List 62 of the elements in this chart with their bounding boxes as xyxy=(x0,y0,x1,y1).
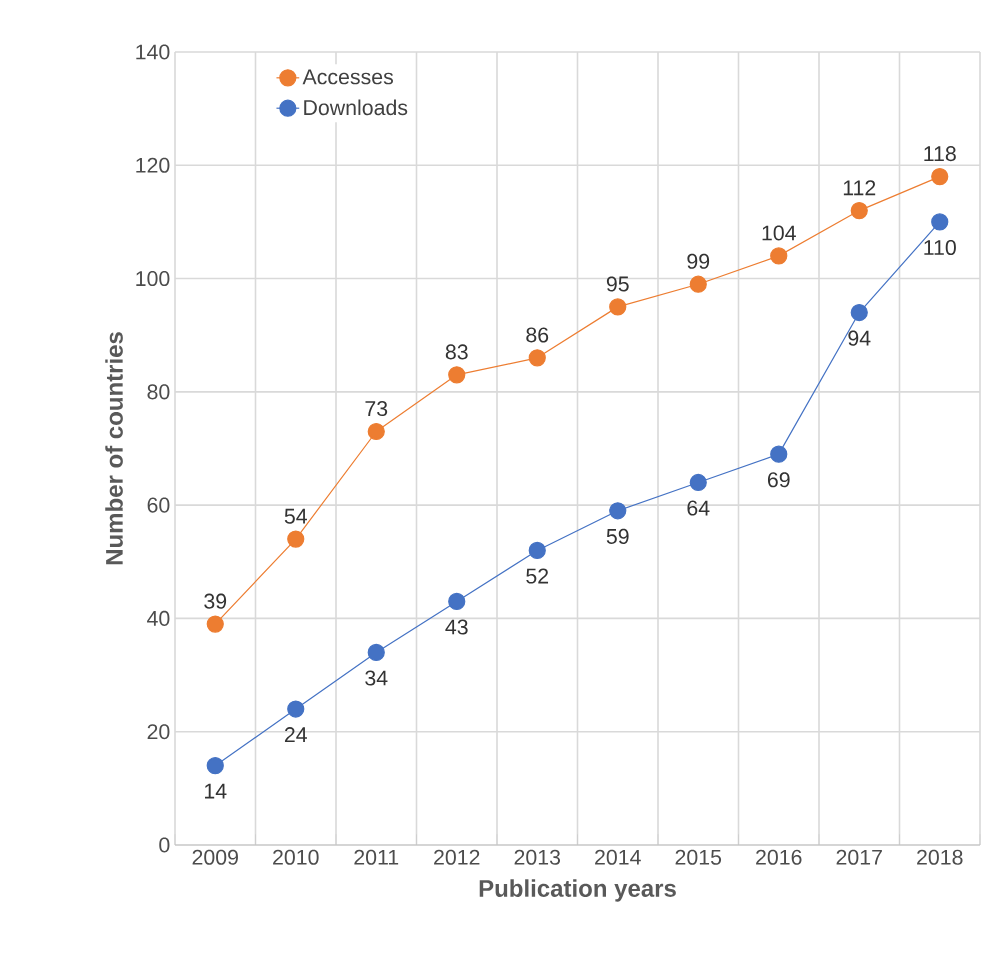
y-tick-label: 40 xyxy=(147,610,170,626)
data-label: 69 xyxy=(767,472,790,488)
point xyxy=(287,700,305,718)
point xyxy=(931,168,949,186)
point xyxy=(850,303,868,322)
data-label: 118 xyxy=(924,146,956,162)
point xyxy=(367,422,385,441)
y-tick-label: 100 xyxy=(136,271,170,287)
data-label: 73 xyxy=(365,401,388,417)
data-label: 83 xyxy=(445,344,468,360)
y-tick-label: 80 xyxy=(147,384,170,400)
data-label: 54 xyxy=(284,508,307,524)
data-label: 110 xyxy=(924,239,956,256)
data-label: 86 xyxy=(526,327,549,343)
point xyxy=(770,445,788,463)
data-label: 112 xyxy=(843,180,876,196)
x-axis-title: Publication years xyxy=(479,879,676,902)
y-tick-label: 60 xyxy=(147,497,170,513)
data-label: 99 xyxy=(687,253,710,269)
x-tick-label: 2011 xyxy=(354,849,399,865)
point xyxy=(367,643,385,661)
x-tick-label: 2015 xyxy=(675,849,722,865)
point xyxy=(850,201,868,220)
point xyxy=(528,349,546,367)
legend-label: Downloads xyxy=(304,99,408,116)
point xyxy=(528,541,546,560)
legend-label: Accesses xyxy=(302,69,393,85)
y-tick-label: 20 xyxy=(147,724,170,740)
x-tick-label: 2009 xyxy=(192,849,238,865)
point xyxy=(206,615,224,633)
data-label: 94 xyxy=(848,330,871,346)
point xyxy=(931,213,949,231)
y-tick-label: 140 xyxy=(136,44,170,60)
data-label: 39 xyxy=(204,593,227,609)
y-axis-title: Number of countries xyxy=(105,332,123,565)
data-label: 104 xyxy=(762,225,796,241)
point xyxy=(609,298,627,316)
data-label: 34 xyxy=(365,670,388,686)
x-tick-label: 2012 xyxy=(434,849,480,865)
data-label: 64 xyxy=(687,500,710,516)
data-label: 59 xyxy=(606,528,629,544)
point xyxy=(448,366,466,384)
x-tick-label: 2010 xyxy=(273,849,319,865)
point xyxy=(448,592,466,611)
point xyxy=(689,275,707,293)
data-label: 24 xyxy=(284,727,307,742)
point xyxy=(770,247,788,265)
x-tick-label: 2016 xyxy=(756,849,802,865)
data-label: 52 xyxy=(526,568,549,584)
point xyxy=(206,757,224,775)
point xyxy=(287,530,305,548)
data-label: 14 xyxy=(205,783,227,799)
x-tick-label: 2013 xyxy=(514,849,561,865)
data-label: 43 xyxy=(445,619,468,635)
x-tick-label: 2014 xyxy=(595,849,641,865)
x-tick-label: 2018 xyxy=(917,849,963,865)
point xyxy=(689,473,707,492)
y-tick-label: 120 xyxy=(136,157,170,173)
point xyxy=(609,502,627,520)
y-tick-label: 0 xyxy=(159,837,170,853)
data-label: 95 xyxy=(606,276,629,292)
x-tick-label: 2017 xyxy=(836,849,882,865)
